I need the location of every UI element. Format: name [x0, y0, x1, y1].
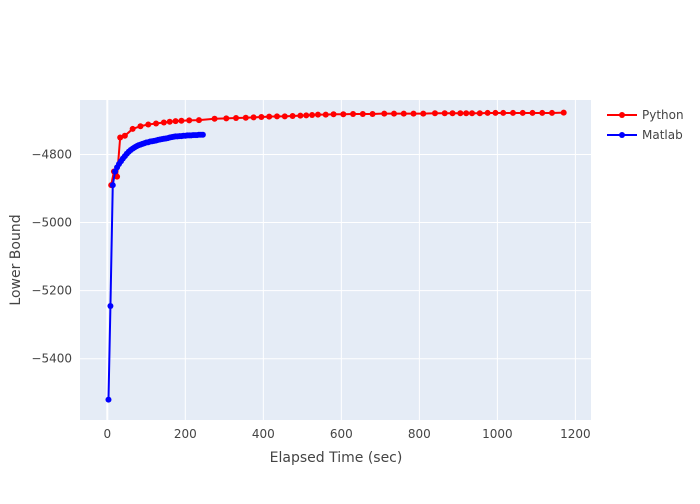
- data-point-matlab: [109, 182, 116, 189]
- data-point-python: [509, 109, 516, 116]
- data-point-python: [309, 111, 316, 118]
- data-point-python: [463, 110, 470, 117]
- y-axis-ticks: −5400 −5200 −5000 −4800: [31, 147, 72, 365]
- data-point-python: [391, 110, 398, 117]
- data-point-python: [330, 111, 337, 118]
- data-point-matlab: [107, 302, 114, 309]
- data-point-python: [250, 114, 257, 121]
- data-point-python: [266, 113, 273, 120]
- grid-lines: [80, 100, 591, 420]
- data-point-python: [186, 117, 193, 124]
- x-tick-label: 800: [408, 427, 431, 441]
- legend-item-python: Python: [607, 108, 684, 122]
- data-point-python: [548, 109, 555, 116]
- data-point-python: [469, 110, 476, 117]
- data-point-python: [500, 109, 507, 116]
- data-point-python: [484, 109, 491, 116]
- data-point-python: [314, 111, 321, 118]
- legend-label-python: Python: [642, 108, 684, 122]
- data-point-python: [211, 115, 218, 122]
- x-tick-label: 1200: [560, 427, 591, 441]
- data-point-python: [560, 109, 567, 116]
- x-tick-label: 400: [252, 427, 275, 441]
- data-point-python: [281, 113, 288, 120]
- data-point-python: [242, 114, 249, 121]
- legend-marker-matlab: [619, 132, 625, 138]
- data-point-python: [457, 110, 464, 117]
- data-point-python: [172, 118, 179, 125]
- data-point-python: [114, 173, 121, 180]
- series-matlab: [105, 131, 206, 403]
- y-tick-label: −5400: [31, 352, 72, 366]
- data-point-python: [303, 112, 310, 119]
- legend-item-matlab: Matlab: [607, 128, 683, 142]
- data-point-python: [369, 110, 376, 117]
- data-point-python: [529, 109, 536, 116]
- y-tick-label: −5200: [31, 284, 72, 298]
- data-point-python: [195, 117, 202, 124]
- data-point-python: [289, 113, 296, 119]
- y-axis-title: Lower Bound: [8, 214, 24, 305]
- x-tick-label: 200: [174, 427, 197, 441]
- x-axis-title: Elapsed Time (sec): [270, 450, 403, 466]
- data-point-python: [340, 111, 347, 118]
- legend-marker-python: [619, 112, 625, 118]
- data-point-python: [166, 118, 173, 125]
- x-axis-ticks: 0 200 400 600 800 1000 1200: [103, 427, 590, 441]
- data-point-python: [273, 113, 280, 120]
- data-point-python: [117, 134, 124, 141]
- data-point-python: [492, 109, 499, 116]
- data-point-python: [359, 110, 366, 117]
- y-tick-label: −4800: [31, 147, 72, 161]
- data-point-python: [420, 110, 427, 117]
- data-point-python: [297, 112, 304, 119]
- legend: Python Matlab: [607, 108, 684, 142]
- data-point-python: [410, 110, 417, 117]
- y-tick-label: −5000: [31, 216, 72, 230]
- x-tick-label: 0: [103, 427, 111, 441]
- x-tick-label: 600: [330, 427, 353, 441]
- legend-label-matlab: Matlab: [642, 128, 683, 142]
- data-point-matlab: [199, 131, 206, 138]
- data-point-python: [350, 110, 357, 117]
- plot-background: [80, 100, 591, 420]
- data-point-matlab: [105, 396, 112, 403]
- data-point-python: [431, 110, 438, 117]
- data-point-python: [178, 117, 185, 124]
- data-point-python: [153, 120, 160, 127]
- data-point-python: [233, 115, 240, 122]
- data-point-python: [129, 125, 136, 132]
- data-point-python: [539, 109, 546, 116]
- data-point-python: [476, 110, 483, 117]
- data-point-python: [121, 132, 128, 139]
- data-point-python: [160, 119, 167, 126]
- data-point-python: [145, 121, 152, 128]
- data-point-python: [258, 114, 265, 121]
- data-point-python: [223, 115, 230, 122]
- data-point-python: [381, 110, 388, 117]
- series-layer: [105, 109, 567, 403]
- series-python: [108, 109, 567, 189]
- data-point-python: [519, 109, 526, 116]
- x-tick-label: 1000: [482, 427, 513, 441]
- data-point-python: [400, 110, 407, 117]
- data-point-python: [137, 123, 144, 130]
- data-point-python: [449, 110, 456, 117]
- data-point-python: [322, 111, 329, 118]
- data-point-python: [441, 110, 448, 117]
